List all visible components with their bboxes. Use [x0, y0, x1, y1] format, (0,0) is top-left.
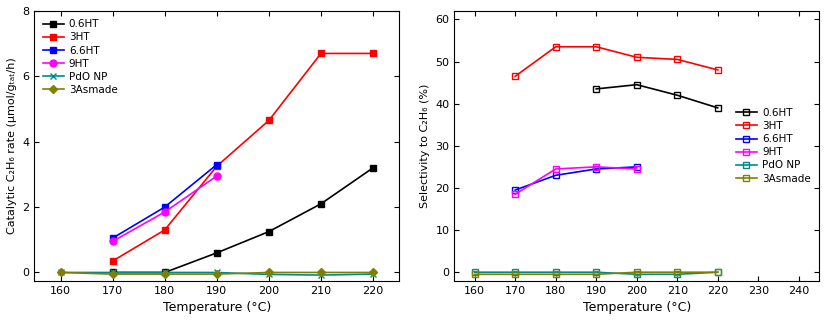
- 9HT: [591, 165, 601, 169]
- 3Asmade: [510, 273, 520, 276]
- Line: 3HT: 3HT: [512, 43, 721, 80]
- 3Asmade: [672, 270, 682, 274]
- 3HT: [632, 55, 642, 59]
- Line: 3Asmade: 3Asmade: [58, 270, 376, 277]
- Legend: 0.6HT, 3HT, 6.6HT, 9HT, PdO NP, 3Asmade: 0.6HT, 3HT, 6.6HT, 9HT, PdO NP, 3Asmade: [40, 16, 121, 98]
- 0.6HT: [632, 83, 642, 87]
- 6.6HT: [591, 167, 601, 171]
- 0.6HT: [591, 87, 601, 91]
- 6.6HT: [551, 173, 561, 177]
- PdO NP: [107, 271, 117, 274]
- PdO NP: [264, 273, 274, 276]
- PdO NP: [470, 270, 480, 274]
- 6.6HT: [632, 165, 642, 169]
- X-axis label: Temperature (°C): Temperature (°C): [163, 301, 271, 314]
- 3Asmade: [591, 273, 601, 276]
- PdO NP: [551, 270, 561, 274]
- 9HT: [211, 174, 221, 178]
- 0.6HT: [107, 271, 117, 274]
- PdO NP: [211, 271, 221, 274]
- 0.6HT: [316, 202, 326, 206]
- PdO NP: [510, 270, 520, 274]
- Line: PdO NP: PdO NP: [472, 269, 721, 278]
- Line: 6.6HT: 6.6HT: [512, 163, 640, 194]
- 9HT: [510, 192, 520, 196]
- 3Asmade: [470, 273, 480, 276]
- 3HT: [316, 51, 326, 55]
- 3HT: [510, 74, 520, 78]
- Line: 3HT: 3HT: [109, 50, 377, 265]
- PdO NP: [672, 273, 682, 276]
- 9HT: [551, 167, 561, 171]
- 3HT: [591, 45, 601, 49]
- 9HT: [159, 210, 169, 214]
- 0.6HT: [368, 166, 378, 170]
- PdO NP: [713, 270, 723, 274]
- Line: 6.6HT: 6.6HT: [109, 161, 221, 242]
- PdO NP: [316, 273, 326, 277]
- 3Asmade: [55, 271, 65, 274]
- 6.6HT: [159, 205, 169, 209]
- 3Asmade: [211, 272, 221, 276]
- PdO NP: [159, 271, 169, 274]
- 3HT: [368, 51, 378, 55]
- 3HT: [159, 228, 169, 232]
- 3Asmade: [107, 272, 117, 276]
- 0.6HT: [159, 271, 169, 274]
- 3HT: [713, 68, 723, 72]
- 6.6HT: [107, 236, 117, 240]
- 0.6HT: [264, 230, 274, 234]
- PdO NP: [368, 272, 378, 276]
- 3HT: [672, 57, 682, 61]
- 6.6HT: [211, 163, 221, 167]
- PdO NP: [591, 270, 601, 274]
- 9HT: [632, 167, 642, 171]
- 3Asmade: [316, 271, 326, 274]
- 0.6HT: [672, 93, 682, 97]
- PdO NP: [55, 271, 65, 274]
- 3HT: [107, 259, 117, 263]
- Line: 3Asmade: 3Asmade: [472, 269, 721, 278]
- 9HT: [107, 239, 117, 243]
- Y-axis label: Selectivity to C₂H₆ (%): Selectivity to C₂H₆ (%): [420, 83, 430, 208]
- 6.6HT: [510, 188, 520, 192]
- 3Asmade: [264, 271, 274, 274]
- Line: PdO NP: PdO NP: [57, 269, 377, 279]
- 0.6HT: [211, 251, 221, 255]
- 3Asmade: [713, 270, 723, 274]
- 3HT: [551, 45, 561, 49]
- 3Asmade: [551, 273, 561, 276]
- 3Asmade: [632, 270, 642, 274]
- 3HT: [264, 118, 274, 122]
- PdO NP: [632, 273, 642, 276]
- Line: 0.6HT: 0.6HT: [109, 164, 377, 276]
- X-axis label: Temperature (°C): Temperature (°C): [582, 301, 691, 314]
- Line: 0.6HT: 0.6HT: [593, 81, 721, 111]
- 3Asmade: [368, 271, 378, 274]
- Line: 9HT: 9HT: [109, 173, 221, 245]
- Legend: 0.6HT, 3HT, 6.6HT, 9HT, PdO NP, 3Asmade: 0.6HT, 3HT, 6.6HT, 9HT, PdO NP, 3Asmade: [733, 105, 814, 187]
- 0.6HT: [713, 106, 723, 110]
- 3Asmade: [159, 272, 169, 276]
- Line: 9HT: 9HT: [512, 163, 640, 198]
- 3HT: [211, 164, 221, 168]
- Y-axis label: Catalytic C₂H₆ rate (μmol/gₜₐₜ/h): Catalytic C₂H₆ rate (μmol/gₜₐₜ/h): [7, 57, 17, 234]
